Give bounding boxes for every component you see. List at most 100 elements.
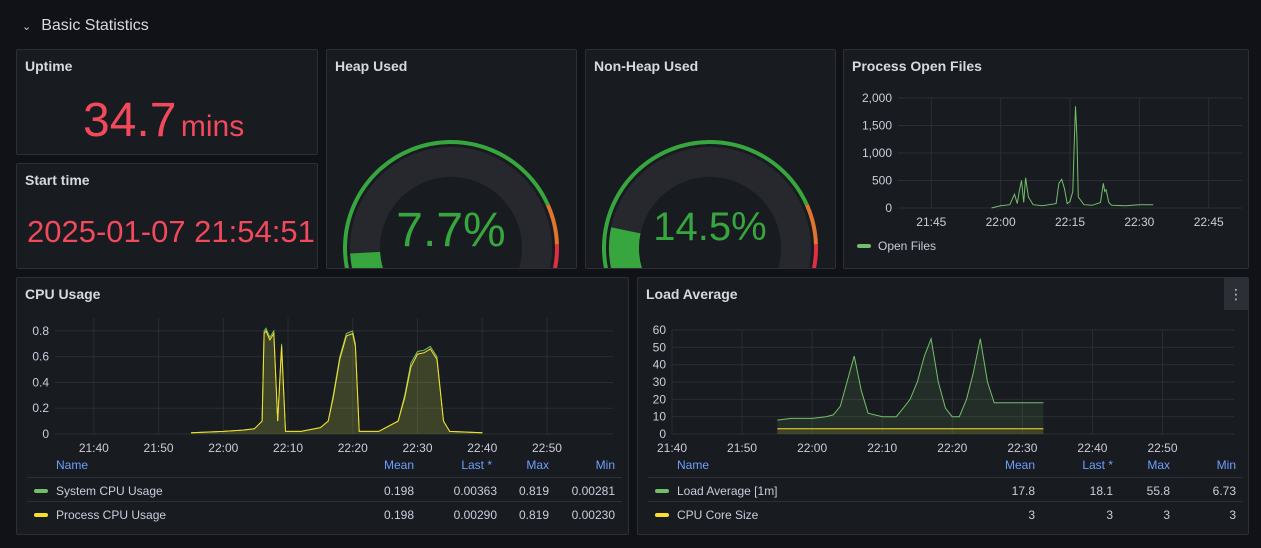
x-tick-label: 22:30: [1007, 441, 1037, 455]
col-last[interactable]: Last *: [461, 458, 492, 472]
legend-mean: 3: [1028, 508, 1035, 522]
open-files-panel[interactable]: Process Open Files 0 500 1,000 1,500 2,000 21…: [843, 49, 1249, 269]
legend-name: Load Average [1m]: [677, 484, 778, 498]
gauge-threshold-green: [343, 140, 550, 268]
col-min[interactable]: Min: [1216, 458, 1236, 472]
gauge-threshold-orange: [546, 204, 559, 245]
uptime-unit: mins: [180, 110, 245, 143]
x-tick-label: 22:30: [1124, 215, 1154, 229]
panel-title: Load Average: [646, 286, 738, 302]
y-tick-label: 1,000: [862, 146, 892, 160]
panel-title: CPU Usage: [25, 286, 101, 302]
legend-last: 18.1: [1089, 484, 1113, 498]
legend-swatch: [655, 513, 669, 517]
legend-mean: 0.198: [383, 508, 414, 522]
x-tick-label: 22:00: [208, 441, 238, 455]
legend-row-process-cpu[interactable]: Process CPU Usage 0.198 0.00290 0.819 0.…: [27, 501, 622, 526]
heap-value: 7.7%: [396, 204, 505, 257]
legend-min: 6.73: [1212, 484, 1236, 498]
uptime-value: 34.7: [83, 94, 177, 147]
gauge-threshold-red: [553, 244, 559, 268]
cpu-usage-panel[interactable]: CPU Usage 0 0.2 0.4 0.6 0.8 21:40 21:50 22:00 22…: [16, 277, 629, 535]
col-min[interactable]: Min: [595, 458, 615, 472]
y-tick-label: 0.2: [32, 401, 49, 415]
x-tick-label: 22:10: [273, 441, 303, 455]
y-tick-label: 0: [659, 427, 666, 441]
col-max[interactable]: Max: [526, 458, 549, 472]
panel-title: Start time: [25, 172, 90, 188]
series-line: [777, 336, 1044, 421]
col-mean[interactable]: Mean: [1004, 458, 1035, 472]
x-tick-label: 22:50: [532, 441, 562, 455]
load-legend-table: Name Mean Last * Max Min Load Average [1…: [648, 458, 1243, 528]
start-time-panel[interactable]: Start time 2025-01-07 21:54:51: [16, 163, 318, 269]
cpu-chart: 0 0.2 0.4 0.6 0.8 21:40 21:50 22:00 22:10 22:20 22…: [32, 318, 613, 455]
legend-swatch: [655, 489, 669, 493]
panel-title: Heap Used: [335, 58, 408, 74]
x-tick-label: 22:40: [1077, 441, 1107, 455]
col-mean[interactable]: Mean: [383, 458, 414, 472]
non-heap-used-panel[interactable]: Non-Heap Used 14.5%: [585, 49, 836, 269]
y-tick-label: 0: [42, 427, 49, 441]
series-line: [991, 106, 1154, 209]
y-tick-label: 0: [885, 201, 892, 215]
y-tick-label: 20: [653, 392, 667, 406]
x-tick-label: 21:40: [79, 441, 109, 455]
x-tick-label: 22:20: [937, 441, 967, 455]
legend-swatch: [34, 513, 48, 517]
legend-mean: 0.198: [383, 484, 414, 498]
panel-title: Process Open Files: [852, 58, 982, 74]
gauge-value-arc: [609, 227, 642, 268]
chevron-down-icon: ⌄: [22, 20, 32, 33]
x-tick-label: 21:50: [144, 441, 174, 455]
load-average-panel[interactable]: Load Average ⋮ 0 10 20 30 40 50 60 21:40 21:50 22…: [637, 277, 1249, 535]
x-tick-label: 22:00: [986, 215, 1016, 229]
open-files-chart: 0 500 1,000 1,500 2,000 21:45 22:00 22:15 22:30 2…: [862, 91, 1242, 229]
legend-name: System CPU Usage: [56, 484, 163, 498]
legend-open-files[interactable]: Open Files: [878, 239, 937, 253]
legend-mean: 17.8: [1011, 484, 1035, 498]
x-tick-label: 22:15: [1055, 215, 1085, 229]
heap-used-panel[interactable]: Heap Used 7.7%: [326, 49, 577, 269]
load-chart: 0 10 20 30 40 50 60 21:40 21:50 22:00 22:10 22:20 22…: [653, 323, 1234, 455]
y-tick-label: 500: [872, 174, 892, 188]
legend-max: 0.819: [518, 484, 549, 498]
kebab-menu-icon[interactable]: ⋮: [1224, 278, 1248, 310]
y-tick-label: 0.6: [32, 350, 49, 364]
x-tick-label: 22:20: [338, 441, 368, 455]
legend-row-cpu-core-size[interactable]: CPU Core Size 3 3 3 3: [648, 501, 1243, 526]
x-tick-label: 21:50: [727, 441, 757, 455]
series-area: [777, 338, 1044, 434]
col-name[interactable]: Name: [56, 458, 89, 472]
non-heap-value: 14.5%: [653, 205, 766, 249]
legend-row-system-cpu[interactable]: System CPU Usage 0.198 0.00363 0.819 0.0…: [27, 477, 622, 502]
legend-min: 0.00281: [571, 484, 615, 498]
legend-min: 3: [1229, 508, 1236, 522]
gauge-threshold-orange: [805, 204, 818, 245]
y-tick-label: 60: [653, 323, 667, 337]
start-time-value: 2025-01-07 21:54:51: [27, 214, 315, 249]
uptime-value-group: 34.7 mins: [83, 93, 244, 148]
row-title: Basic Statistics: [41, 17, 149, 34]
gauge-threshold-green: [602, 140, 809, 268]
row-toggle-basic-statistics[interactable]: ⌄ Basic Statistics: [22, 14, 149, 38]
col-last[interactable]: Last *: [1082, 458, 1113, 472]
y-tick-label: 0.8: [32, 324, 49, 338]
legend-row-load-average[interactable]: Load Average [1m] 17.8 18.1 55.8 6.73: [648, 477, 1243, 502]
gauge-track: [609, 147, 811, 268]
col-name[interactable]: Name: [677, 458, 710, 472]
x-tick-label: 21:45: [916, 215, 946, 229]
gauge-value-arc: [350, 251, 383, 268]
panel-title: Uptime: [25, 58, 73, 74]
x-tick-label: 22:40: [467, 441, 497, 455]
series-area: [777, 428, 1044, 434]
uptime-panel[interactable]: Uptime 34.7 mins: [16, 49, 318, 155]
y-tick-label: 50: [653, 340, 667, 354]
gauge-track: [350, 147, 552, 268]
x-tick-label: 21:40: [657, 441, 687, 455]
col-max[interactable]: Max: [1147, 458, 1170, 472]
y-tick-label: 2,000: [862, 91, 892, 105]
legend-name: CPU Core Size: [677, 508, 759, 522]
x-tick-label: 22:30: [402, 441, 432, 455]
legend-min: 0.00230: [571, 508, 615, 522]
